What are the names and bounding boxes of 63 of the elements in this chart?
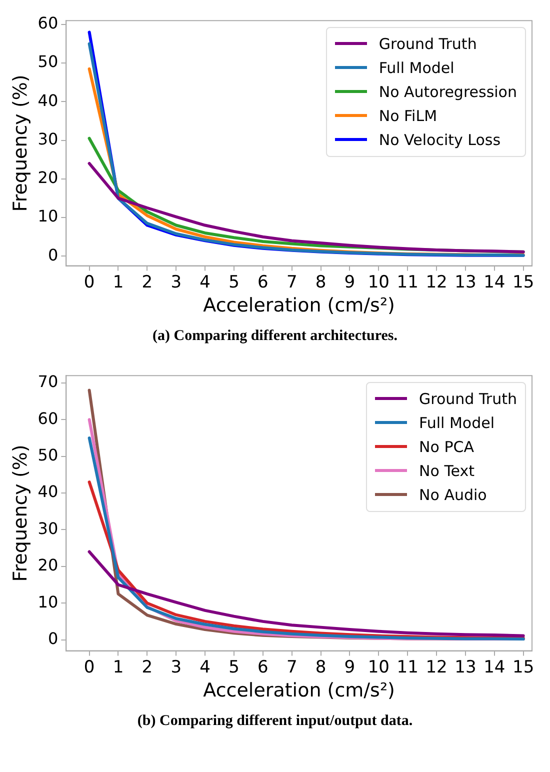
legend-label: No Audio [419,486,487,504]
x-tick-label: 5 [228,657,240,678]
x-tick-label: 2 [142,272,153,292]
x-tick-label: 11 [396,272,418,292]
y-tick-label: 40 [38,90,58,110]
x-tick-label: 10 [368,272,390,292]
x-tick-label: 3 [170,657,182,678]
legend-label: Full Model [419,414,494,432]
x-tick-label: 3 [170,272,182,292]
x-tick-label: 11 [396,657,418,678]
y-tick-label: 50 [38,445,58,464]
legend-label: No Velocity Loss [378,130,501,149]
y-tick-label: 20 [38,556,58,575]
text: (a) Comparing different architectures. [152,328,398,345]
x-tick-label: 4 [200,272,210,292]
x-tick-label: 15 [512,657,534,678]
x-tick-label: 10 [368,657,390,678]
x-tick-label: 15 [512,272,534,292]
x-tick-label: 7 [286,272,298,292]
y-tick-label: 60 [38,408,58,428]
x-tick-label: 1 [112,272,124,292]
x-tick-label: 4 [200,657,210,678]
x-tick-label: 8 [315,272,326,292]
y-tick-label: 0 [48,628,58,648]
text: (b) Comparing different input/output data. [136,713,414,730]
x-tick-label: 8 [315,657,326,678]
x-axis-title: Acceleration (cm/s²) [203,294,395,317]
x-tick-label: 2 [142,657,153,678]
legend-label: No PCA [419,438,474,456]
y-axis-title: Frequency (%) [9,444,32,582]
y-tick-label: 0 [48,245,58,264]
x-tick-label: 13 [454,272,476,292]
legend-label: Full Model [378,58,454,77]
x-tick-label: 0 [84,272,95,292]
x-tick-label: 9 [344,272,356,292]
x-tick-label: 12 [426,272,448,292]
y-tick-label: 70 [38,372,58,392]
legend-label: No FiLM [378,106,438,125]
y-tick-label: 40 [38,482,58,502]
y-tick-label: 30 [38,129,58,148]
x-tick-label: 7 [286,657,298,678]
y-axis-title: Frequency (%) [9,74,32,212]
y-tick-label: 10 [38,206,58,226]
legend-label: Ground Truth [378,34,477,53]
x-tick-label: 5 [228,272,240,292]
y-tick-label: 60 [38,14,58,33]
legend-label: No Text [419,462,475,480]
y-tick-label: 30 [38,518,58,538]
x-tick-label: 12 [426,657,448,678]
x-tick-label: 13 [454,657,476,678]
x-tick-label: 14 [484,272,506,292]
x-tick-label: 14 [484,657,506,678]
x-tick-label: 6 [258,657,268,678]
x-tick-label: 9 [344,657,356,678]
x-tick-label: 6 [258,272,268,292]
legend-label: Ground Truth [419,390,517,408]
y-tick-label: 50 [38,52,58,72]
x-tick-label: 1 [112,657,124,678]
legend-label: No Autoregression [378,82,517,101]
x-tick-label: 0 [84,657,95,678]
y-tick-label: 20 [38,168,58,188]
y-tick-label: 10 [38,592,58,612]
x-axis-title: Acceleration (cm/s²) [203,680,395,702]
